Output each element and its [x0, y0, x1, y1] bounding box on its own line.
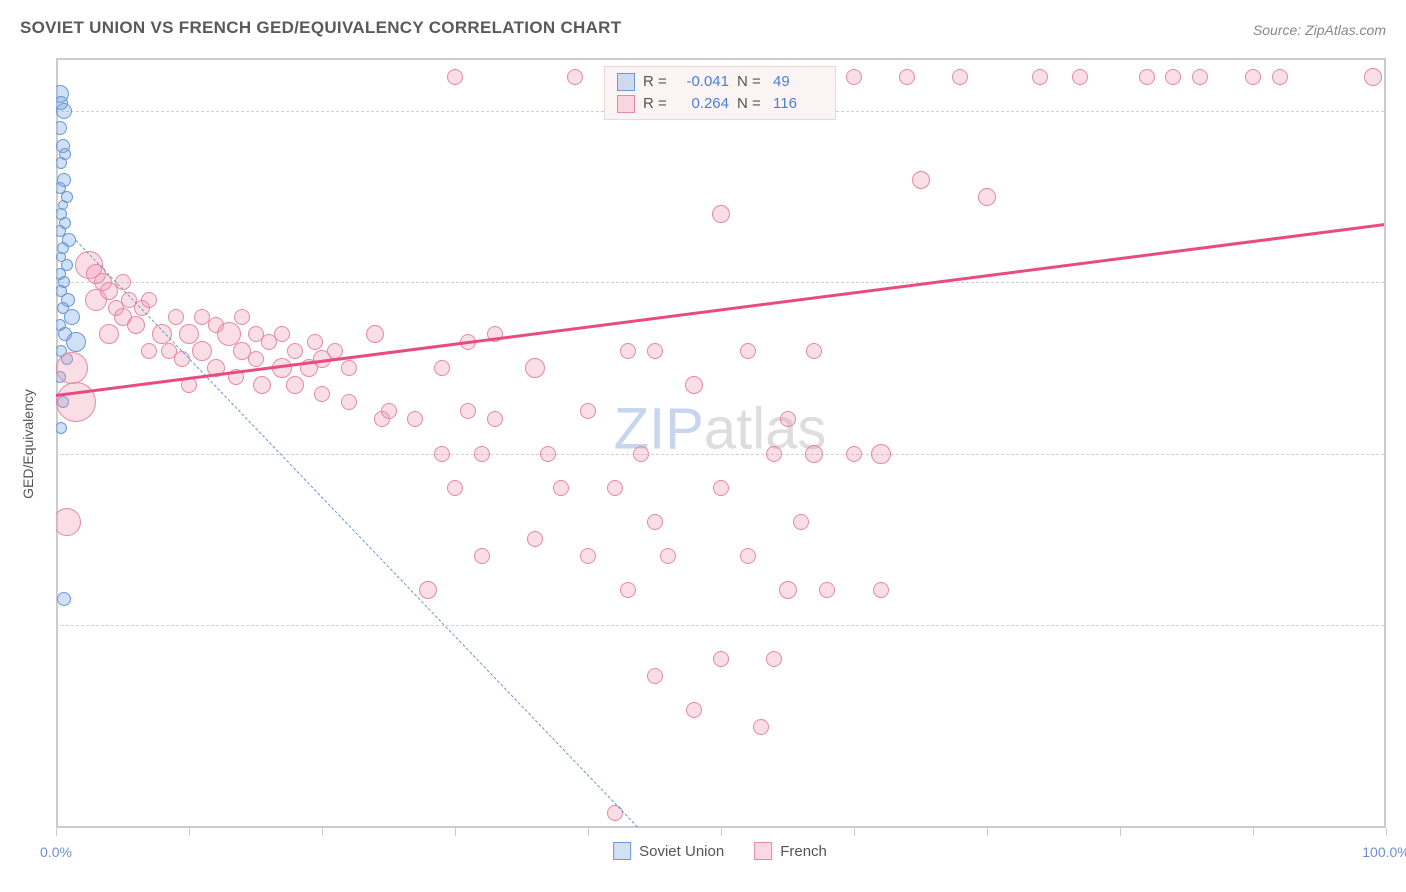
- legend-r-value: -0.041: [679, 71, 729, 93]
- x-tick-label: 0.0%: [40, 844, 72, 860]
- y-axis-title: GED/Equivalency: [20, 389, 36, 499]
- x-tick: [721, 828, 722, 836]
- legend-item: Soviet Union: [613, 842, 724, 860]
- x-tick: [1253, 828, 1254, 836]
- x-tick: [1386, 828, 1387, 836]
- legend-label: French: [780, 843, 827, 860]
- legend-n-label: N =: [737, 71, 765, 93]
- x-tick: [854, 828, 855, 836]
- trend-line: [76, 240, 642, 828]
- x-tick: [455, 828, 456, 836]
- legend-swatch: [754, 842, 772, 860]
- legend-swatch: [617, 73, 635, 91]
- x-tick: [987, 828, 988, 836]
- legend-r-value: 0.264: [679, 93, 729, 115]
- x-tick: [322, 828, 323, 836]
- legend-series: Soviet Union French: [613, 842, 827, 860]
- y-tick-label: 90.0%: [1394, 274, 1406, 290]
- x-tick: [1120, 828, 1121, 836]
- chart-title: SOVIET UNION VS FRENCH GED/EQUIVALENCY C…: [20, 18, 621, 38]
- x-tick: [588, 828, 589, 836]
- x-tick: [189, 828, 190, 836]
- trend-line: [56, 223, 1384, 397]
- plot-area: GED/Equivalency ZIPatlas 70.0%80.0%90.0%…: [56, 58, 1386, 828]
- legend-r-label: R =: [643, 93, 671, 115]
- y-tick-label: 70.0%: [1394, 617, 1406, 633]
- x-tick: [56, 828, 57, 836]
- legend-n-value: 116: [773, 93, 823, 115]
- legend-item: French: [754, 842, 827, 860]
- legend-swatch: [617, 95, 635, 113]
- legend-correlation: R = -0.041 N = 49 R = 0.264 N = 116: [604, 66, 836, 120]
- legend-r-label: R =: [643, 71, 671, 93]
- legend-swatch: [613, 842, 631, 860]
- legend-n-value: 49: [773, 71, 823, 93]
- source-attribution: Source: ZipAtlas.com: [1253, 22, 1386, 38]
- trend-container: [56, 60, 1384, 828]
- legend-row: R = 0.264 N = 116: [617, 93, 823, 115]
- y-tick-label: 100.0%: [1394, 103, 1406, 119]
- y-tick-label: 80.0%: [1394, 446, 1406, 462]
- legend-row: R = -0.041 N = 49: [617, 71, 823, 93]
- x-tick-label: 100.0%: [1362, 844, 1406, 860]
- legend-label: Soviet Union: [639, 843, 724, 860]
- legend-n-label: N =: [737, 93, 765, 115]
